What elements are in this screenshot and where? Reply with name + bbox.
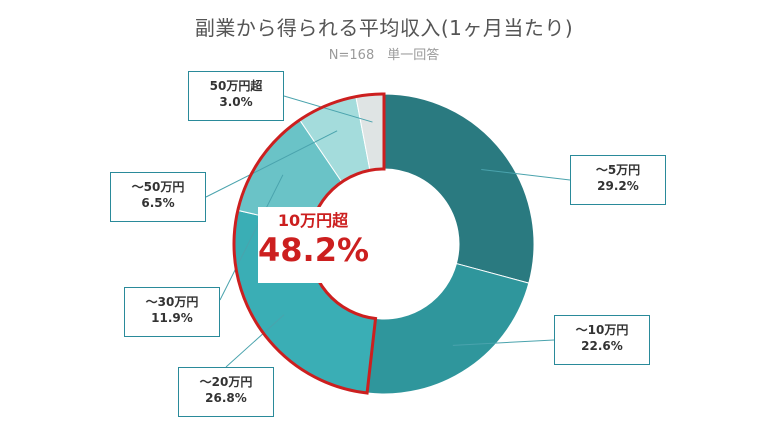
slice-label: 〜30万円 [145,295,199,309]
slice-value: 26.8% [205,391,247,405]
slice-label-box: 50万円超 3.0% [188,71,284,121]
leader-line [452,339,555,346]
highlight-callout: 10万円超 48.2% [258,207,370,283]
slice-label-box: 〜5万円 29.2% [570,155,666,205]
leader-line [205,130,338,198]
donut-slice [366,262,530,395]
callout-value: 48.2% [258,231,370,269]
leader-line [219,174,284,301]
slice-value: 3.0% [219,95,253,109]
slice-label-box: 〜10万円 22.6% [554,315,650,365]
slice-value: 6.5% [141,196,175,210]
chart-title: 副業から得られる平均収入(1ヶ月当たり) [194,16,574,40]
donut-slice [383,93,535,284]
leader-line [225,314,285,368]
slice-label-box: 〜30万円 11.9% [124,287,220,337]
slice-value: 29.2% [597,179,639,193]
slice-label: 〜20万円 [199,375,253,389]
slice-label: 50万円超 [209,79,263,93]
chart-subtitle: N=168 単一回答 [328,48,440,63]
slice-value: 22.6% [581,339,623,353]
slice-label: 〜10万円 [575,323,629,337]
slice-label: 〜50万円 [131,180,185,194]
slice-value: 11.9% [151,311,193,325]
slice-label: 〜5万円 [595,163,641,177]
slice-label-box: 〜20万円 26.8% [178,367,274,417]
slice-label-box: 〜50万円 6.5% [110,172,206,222]
callout-label: 10万円超 [277,211,349,230]
leader-line [283,95,373,123]
leader-line [481,169,571,181]
